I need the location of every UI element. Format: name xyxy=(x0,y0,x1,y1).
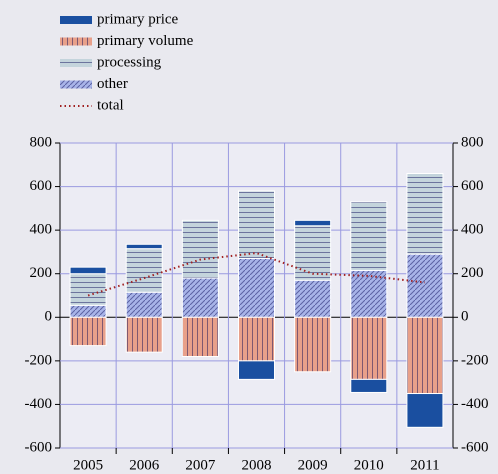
bar xyxy=(125,243,163,250)
bar xyxy=(294,225,332,281)
line xyxy=(87,251,426,297)
x-tick-label: 2008 xyxy=(242,457,272,473)
y2-tick-label: -600 xyxy=(461,439,489,455)
y-tick-label: 800 xyxy=(30,134,53,150)
x-tick-label: 2011 xyxy=(410,457,439,473)
bar xyxy=(294,279,332,318)
legend-label: total xyxy=(97,97,124,113)
bar xyxy=(181,219,219,279)
y-tick-label: 200 xyxy=(30,265,53,281)
bar xyxy=(406,173,444,255)
bar xyxy=(350,378,388,393)
bar xyxy=(69,273,107,306)
legend-swatch xyxy=(60,37,92,46)
y-tick-label: -400 xyxy=(25,396,53,412)
y2-tick-label: 0 xyxy=(461,309,469,325)
legend-swatch xyxy=(60,80,92,89)
legend-swatch xyxy=(60,16,92,24)
y2-tick-label: 600 xyxy=(461,178,484,194)
x-tick-label: 2009 xyxy=(298,457,328,473)
bar xyxy=(238,360,275,380)
bar xyxy=(69,266,107,275)
y-tick-label: 400 xyxy=(30,222,53,238)
bar xyxy=(406,253,444,318)
y2-tick-label: -400 xyxy=(461,396,489,412)
bar xyxy=(238,257,275,318)
x-tick-label: 2010 xyxy=(354,457,384,473)
bar xyxy=(181,316,219,357)
legend-label: processing xyxy=(97,54,162,70)
bar xyxy=(294,219,332,227)
legend-label: primary volume xyxy=(97,33,194,49)
y-tick-label: 600 xyxy=(30,178,53,194)
y2-tick-label: 400 xyxy=(461,222,484,238)
y2-tick-label: 200 xyxy=(461,265,484,281)
x-tick-label: 2007 xyxy=(185,457,216,473)
bar xyxy=(69,316,107,347)
bar xyxy=(294,316,332,373)
legend-swatch xyxy=(60,59,92,67)
y-tick-label: -200 xyxy=(25,352,53,368)
bar xyxy=(350,269,388,318)
legend-label: primary price xyxy=(97,11,179,27)
bar xyxy=(350,316,388,380)
y-tick-label: 0 xyxy=(45,309,53,325)
bar xyxy=(406,393,444,428)
bar xyxy=(69,304,107,318)
bar xyxy=(238,190,275,259)
y-tick-label: -600 xyxy=(25,439,53,455)
x-tick-label: 2005 xyxy=(73,457,103,473)
bar xyxy=(350,201,388,271)
y2-tick-label: -200 xyxy=(461,352,489,368)
bar xyxy=(125,248,163,293)
bar xyxy=(125,291,163,318)
bar xyxy=(125,316,163,353)
bar xyxy=(406,316,444,395)
x-tick-label: 2006 xyxy=(129,457,160,473)
legend-label: other xyxy=(97,76,128,92)
bar xyxy=(238,316,275,362)
y2-tick-label: 800 xyxy=(461,134,484,150)
bar xyxy=(181,277,219,318)
